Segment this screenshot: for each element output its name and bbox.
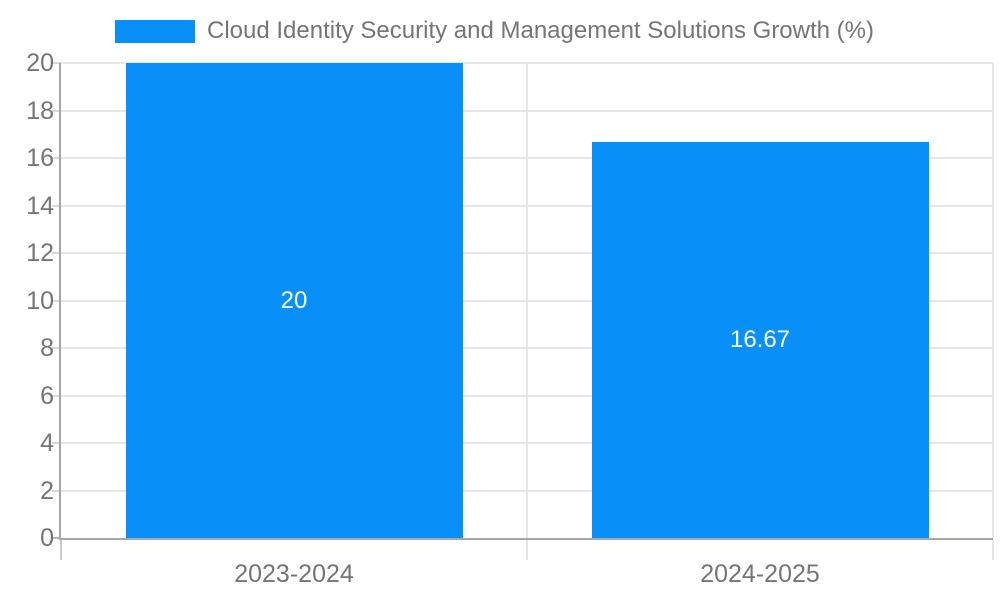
- x-tick-mark: [60, 540, 62, 560]
- bar[interactable]: [591, 142, 929, 538]
- bar-value-label: 20: [280, 286, 308, 314]
- y-tick-mark: [52, 394, 61, 397]
- legend-item[interactable]: Cloud Identity Security and Management S…: [115, 17, 874, 45]
- y-tick-mark: [52, 537, 61, 539]
- y-tick-mark: [52, 252, 61, 254]
- bar-value-label: 16.67: [729, 326, 791, 354]
- y-tick-mark: [52, 489, 61, 492]
- y-axis-label: 18: [26, 96, 54, 125]
- x-tick-mark: [992, 540, 994, 560]
- y-axis-label: 0: [40, 524, 54, 552]
- y-tick-mark: [52, 62, 61, 64]
- x-tick-mark: [526, 540, 528, 560]
- y-axis-label: 14: [26, 191, 54, 220]
- y-axis-line: [59, 63, 61, 540]
- x-gridline: [992, 63, 994, 538]
- x-axis-label: 2024-2025: [700, 560, 820, 588]
- y-tick-mark: [52, 157, 61, 159]
- legend-label: Cloud Identity Security and Management S…: [207, 17, 874, 44]
- y-axis-label: 12: [26, 239, 54, 267]
- bar[interactable]: [125, 63, 463, 538]
- y-axis-label: 20: [26, 49, 54, 77]
- y-tick-mark: [52, 347, 61, 349]
- y-axis-label: 10: [26, 286, 54, 315]
- y-tick-mark: [52, 299, 61, 302]
- y-tick-mark: [52, 442, 61, 444]
- legend-swatch: [115, 19, 195, 43]
- x-gridline: [526, 63, 528, 538]
- y-axis-label: 6: [40, 381, 54, 410]
- y-axis-label: 8: [40, 334, 54, 362]
- y-tick-mark: [52, 204, 61, 207]
- y-axis-label: 4: [40, 429, 54, 457]
- y-axis-label: 2: [40, 476, 54, 505]
- y-axis-label: 16: [26, 144, 54, 172]
- x-axis-label: 2023-2024: [234, 560, 354, 588]
- x-axis-line: [59, 538, 993, 540]
- y-tick-mark: [52, 109, 61, 112]
